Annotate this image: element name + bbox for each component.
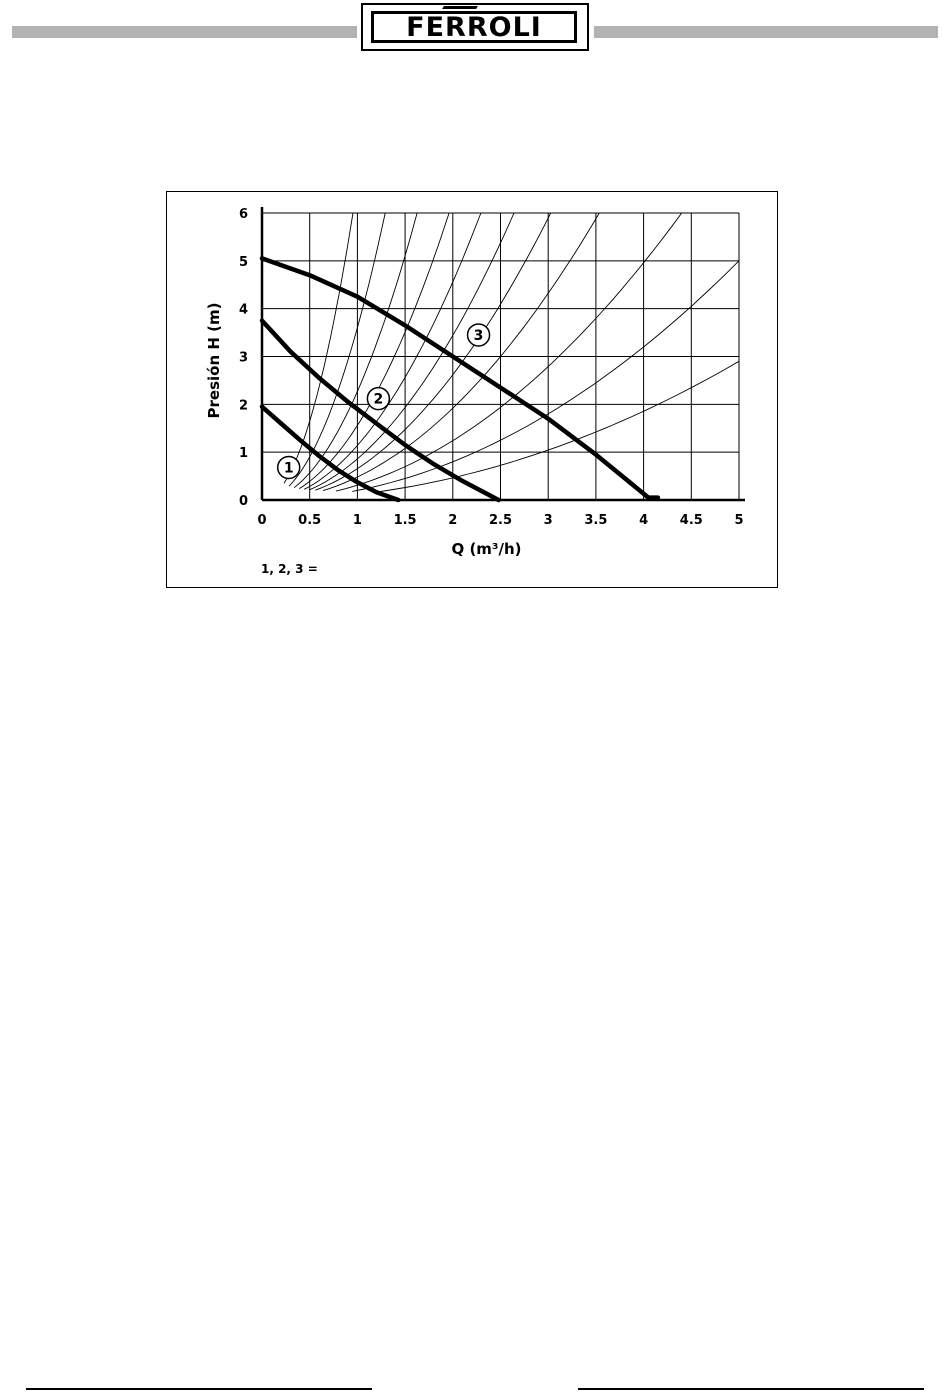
footer-line-right bbox=[578, 1388, 924, 1390]
y-tick-label: 1 bbox=[239, 446, 248, 461]
y-tick-label: 4 bbox=[239, 303, 248, 318]
y-tick-label: 2 bbox=[239, 398, 248, 413]
x-tick-label: 0 bbox=[257, 513, 266, 528]
system-curve bbox=[309, 212, 515, 491]
x-tick-label: 1.5 bbox=[394, 513, 417, 528]
pump-curve-3 bbox=[259, 256, 661, 500]
pump-curve-1 bbox=[259, 404, 401, 503]
system-curve bbox=[322, 212, 600, 492]
system-curve bbox=[293, 212, 418, 489]
header-bar-left bbox=[12, 26, 357, 38]
ferroli-logo: FERROLI bbox=[361, 3, 589, 51]
x-tick-label: 4.5 bbox=[680, 513, 703, 528]
system-curve bbox=[352, 260, 740, 492]
axes bbox=[260, 207, 745, 502]
system-curve bbox=[303, 212, 482, 490]
x-tick-label: 0.5 bbox=[298, 513, 321, 528]
x-tick-label: 3.5 bbox=[584, 513, 607, 528]
logo-accent-mark bbox=[442, 6, 478, 9]
pump-curve-2 bbox=[259, 318, 501, 503]
y-tick-label: 3 bbox=[239, 351, 248, 366]
x-tick-label: 4 bbox=[639, 513, 648, 528]
y-tick-label: 5 bbox=[239, 255, 248, 270]
pump-curve-chart-frame: 1 2 3 0 0.5 1 1.5 2 2.5 3 3.5 4 4.5 5 0 1 2 3 4 5 6 Q (m³/h) P… bbox=[166, 191, 778, 588]
y-tick-label: 6 bbox=[239, 207, 248, 222]
chart-footnote: 1, 2, 3 = bbox=[261, 562, 318, 576]
series-label-1: 1 bbox=[284, 460, 294, 476]
x-tick-label: 1 bbox=[353, 513, 362, 528]
logo-text: FERROLI bbox=[406, 11, 542, 43]
system-curve bbox=[315, 212, 552, 491]
chart-labels: 1 2 3 0 0.5 1 1.5 2 2.5 3 3.5 4 4.5 5 0 1 2 3 4 5 6 Q (m³/h) P… bbox=[205, 207, 744, 576]
header-bar-right bbox=[594, 26, 938, 38]
x-axis-title: Q (m³/h) bbox=[451, 540, 521, 558]
y-axis-title: Presión H (m) bbox=[205, 303, 223, 419]
pump-curves bbox=[259, 256, 661, 503]
logo-inner-frame: FERROLI bbox=[371, 11, 577, 43]
system-curve bbox=[335, 212, 683, 492]
series-label-3: 3 bbox=[474, 328, 484, 344]
x-tick-label: 5 bbox=[734, 513, 743, 528]
x-tick-label: 2.5 bbox=[489, 513, 512, 528]
system-curve bbox=[378, 360, 740, 493]
pump-curve-chart: 1 2 3 0 0.5 1 1.5 2 2.5 3 3.5 4 4.5 5 0 1 2 3 4 5 6 Q (m³/h) P… bbox=[205, 207, 745, 576]
footer-line-left bbox=[26, 1388, 372, 1390]
series-label-circle-3 bbox=[466, 323, 491, 347]
x-tick-label: 3 bbox=[544, 513, 553, 528]
series-label-2: 2 bbox=[374, 392, 384, 408]
y-tick-label: 0 bbox=[239, 494, 248, 509]
system-curves bbox=[283, 212, 740, 493]
series-label-circle-2 bbox=[366, 386, 391, 411]
series-label-circle-1 bbox=[276, 455, 301, 480]
system-curve bbox=[283, 212, 354, 484]
x-tick-label: 2 bbox=[448, 513, 457, 528]
